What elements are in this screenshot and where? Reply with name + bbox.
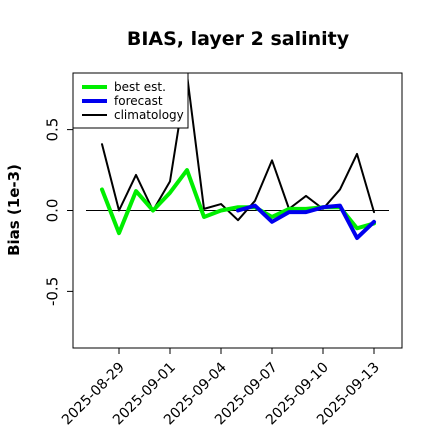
y-tick-label: 0.0 [43,199,61,223]
legend-label: best est. [114,80,166,94]
series-line-best-est [100,168,376,236]
x-axis: 2025-08-292025-09-012025-09-042025-09-07… [59,348,383,428]
y-axis-label: Bias (1e-3) [5,164,23,256]
chart-title: BIAS, layer 2 salinity [127,28,350,50]
series-layer [100,73,376,240]
series-line-forecast [236,203,376,240]
y-axis: -0.5 0.0 0.5 [43,118,73,306]
series-line-climatology [101,73,375,222]
legend-label: climatology [114,108,184,122]
y-tick-label: 0.5 [43,118,61,142]
y-tick-label: -0.5 [43,277,61,306]
legend-label: forecast [114,94,163,108]
